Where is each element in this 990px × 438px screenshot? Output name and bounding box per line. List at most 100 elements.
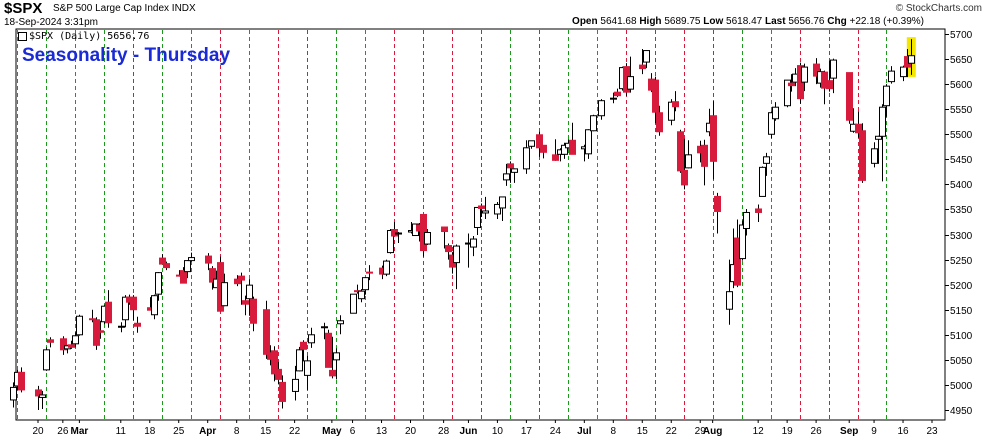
candle-down xyxy=(238,275,245,281)
low-value: 5618.47 xyxy=(726,16,763,27)
candle-up xyxy=(155,272,162,295)
candle-up xyxy=(350,293,357,314)
candle-up xyxy=(511,168,518,173)
candle-down xyxy=(639,64,646,70)
candle-up xyxy=(184,260,191,273)
y-tick-label: 5550 xyxy=(950,105,973,116)
candle-up xyxy=(561,144,568,155)
candle-down xyxy=(441,226,448,233)
candle-up xyxy=(523,147,530,170)
stockcharts-watermark: © StockCharts.com xyxy=(895,3,982,14)
x-tick-label: 15 xyxy=(637,426,649,437)
candle-down xyxy=(134,322,141,327)
candle-up xyxy=(424,232,431,245)
y-tick-label: 5050 xyxy=(950,356,973,367)
x-tick-label: 19 xyxy=(782,426,794,437)
candle-down xyxy=(329,369,336,377)
candle-down xyxy=(681,169,688,186)
candle-down xyxy=(569,139,576,155)
y-tick-label: 5500 xyxy=(950,130,973,141)
candle-up xyxy=(610,97,617,100)
candle-down xyxy=(97,330,104,333)
candle-down xyxy=(275,368,282,380)
last-value: 5656.76 xyxy=(788,16,825,27)
x-tick-label: 8 xyxy=(234,426,240,437)
legend-swatch xyxy=(18,31,27,41)
candle-down xyxy=(209,268,216,283)
x-tick-label: 26 xyxy=(811,426,823,437)
candle-down xyxy=(710,115,717,162)
chg-value: +22.18 (+0.39%) xyxy=(849,16,925,27)
candle-down xyxy=(656,112,663,133)
y-tick-label: 5150 xyxy=(950,306,973,317)
x-tick-label: 22 xyxy=(666,426,678,437)
candle-up xyxy=(585,129,592,155)
x-tick-label: Mar xyxy=(70,426,88,437)
candle-down xyxy=(536,134,543,149)
candle-down xyxy=(300,341,307,350)
candle-up xyxy=(503,173,510,181)
candle-up xyxy=(118,325,125,328)
candle-up xyxy=(598,100,605,117)
candle-up xyxy=(888,70,895,83)
candle-down xyxy=(821,71,828,89)
candle-up xyxy=(668,101,675,121)
candle-down xyxy=(18,371,25,391)
candle-down xyxy=(540,144,547,153)
candle-up xyxy=(39,394,46,398)
y-tick-label: 5600 xyxy=(950,80,973,91)
candle-down xyxy=(205,255,212,264)
candle-down xyxy=(271,350,278,375)
x-tick-label: 20 xyxy=(405,426,417,437)
candle-up xyxy=(871,148,878,164)
y-tick-label: 5650 xyxy=(950,55,973,66)
candle-down xyxy=(507,163,514,169)
x-tick-label: Sep xyxy=(840,426,858,437)
candle-up xyxy=(296,349,303,372)
candle-up xyxy=(643,50,650,63)
x-tick-label: May xyxy=(322,426,342,437)
x-tick-label: 24 xyxy=(550,426,562,437)
candle-down xyxy=(159,257,166,265)
candle-up xyxy=(590,115,597,132)
ticker-description: S&P 500 Large Cap Index INDX xyxy=(53,3,196,14)
candle-down xyxy=(68,344,75,348)
candle-down xyxy=(325,332,332,368)
candle-up xyxy=(801,66,808,83)
candle-up xyxy=(151,295,158,316)
candle-down xyxy=(234,278,241,285)
candle-down xyxy=(478,205,485,209)
candle-down xyxy=(652,79,659,113)
y-tick-label: 5700 xyxy=(950,30,973,41)
open-label: Open xyxy=(572,16,598,27)
x-tick-label: 25 xyxy=(173,426,185,437)
x-tick-label: 10 xyxy=(492,426,504,437)
y-tick-label: 4950 xyxy=(950,406,973,417)
x-tick-label: 16 xyxy=(897,426,909,437)
candle-up xyxy=(337,320,344,325)
candle-up xyxy=(685,154,692,169)
x-tick-label: 28 xyxy=(438,426,450,437)
candle-up xyxy=(528,140,535,147)
candle-up xyxy=(726,291,733,310)
x-tick-label: Aug xyxy=(703,426,722,437)
x-tick-label: 22 xyxy=(289,426,301,437)
candle-up xyxy=(395,232,402,235)
candle-up xyxy=(879,106,886,137)
ticker-symbol: $SPX xyxy=(4,0,43,17)
candle-down xyxy=(846,72,853,121)
candle-up xyxy=(499,196,506,209)
candle-down xyxy=(180,270,187,284)
candle-up xyxy=(308,334,315,344)
candle-down xyxy=(614,91,621,97)
y-tick-label: 5000 xyxy=(950,381,973,392)
x-tick-label: 29 xyxy=(695,426,707,437)
y-tick-label: 5450 xyxy=(950,155,973,166)
chg-label: Chg xyxy=(827,16,847,27)
x-tick-label: 13 xyxy=(376,426,388,437)
candle-down xyxy=(788,82,795,87)
y-tick-label: 5350 xyxy=(950,205,973,216)
candle-up xyxy=(743,211,750,230)
candle-up xyxy=(362,277,369,291)
